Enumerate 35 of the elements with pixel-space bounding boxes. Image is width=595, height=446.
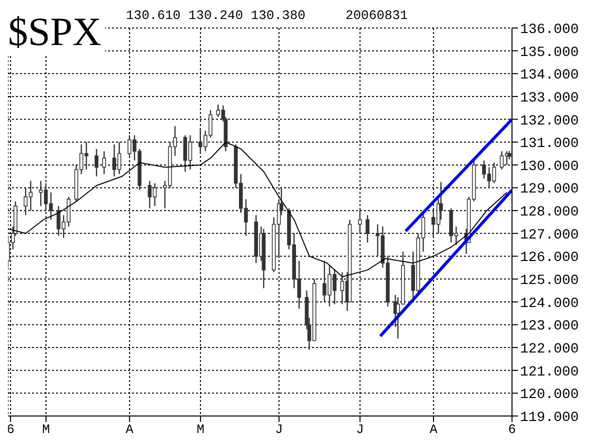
y-tick-label: 134.000 [520, 68, 579, 84]
x-tick-label: J [356, 422, 364, 438]
y-tick-label: 125.000 [520, 273, 579, 290]
y-tick-label: 121.000 [520, 364, 579, 380]
y-tick-label: 135.000 [520, 44, 579, 61]
y-tick-label: 136.000 [520, 22, 579, 38]
y-tick-label: 129.000 [520, 182, 579, 198]
y-tick-label: 124.000 [520, 296, 579, 312]
y-tick-label: 130.000 [520, 158, 579, 175]
x-tick-label: A [126, 422, 134, 438]
text: 130.610 130.240 130.380 [126, 8, 306, 23]
candlestick [500, 150, 504, 170]
y-tick-label: 127.000 [520, 227, 579, 244]
x-tick-label: 6 [508, 422, 516, 438]
y-tick-label: 132.000 [520, 113, 579, 130]
y-tick-label: 123.000 [520, 318, 579, 335]
candlestick [358, 210, 362, 234]
x-tick-label: M [196, 422, 204, 438]
candlestick [102, 150, 106, 175]
text: 20060831 [345, 8, 408, 23]
candlestick [340, 272, 344, 305]
x-tick-label: 6 [6, 422, 14, 438]
candlestick [94, 148, 98, 177]
x-tick-label: M [42, 422, 50, 438]
y-tick-label: 133.000 [520, 90, 579, 106]
x-tick-label: A [430, 422, 438, 438]
y-tick-label: 131.000 [520, 136, 579, 152]
candlestick [366, 214, 370, 244]
y-tick-label: 128.000 [520, 204, 579, 221]
y-tick-label: 126.000 [520, 250, 579, 266]
y-tick-label: 119.000 [520, 410, 579, 426]
y-tick-label: 120.000 [520, 387, 579, 404]
y-tick-label: 122.000 [520, 342, 579, 358]
chart-title: $SPX [8, 9, 106, 54]
x-tick-label: J [275, 422, 283, 438]
